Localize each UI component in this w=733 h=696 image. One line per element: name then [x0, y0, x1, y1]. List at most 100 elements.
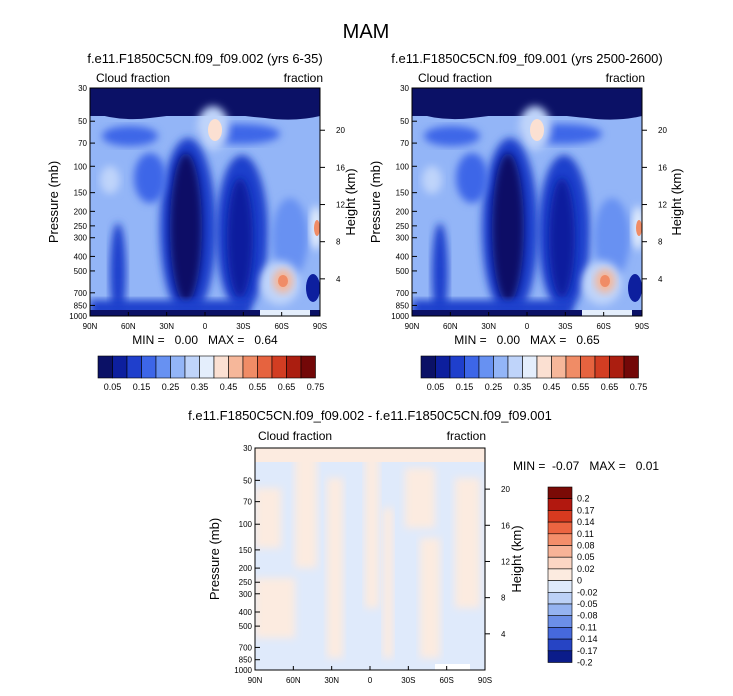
colorbar-swatch [547, 533, 573, 546]
panel-1-colorbar: 0.05 0.15 0.25 0.35 0.45 0.55 0.65 0.75 [97, 355, 325, 392]
height-tick-label: 4 [336, 275, 341, 284]
lat-tick-label: 60N [443, 322, 458, 331]
colorbar-swatch [141, 355, 157, 379]
colorbar-label: 0.05 [577, 552, 595, 562]
height-tick-label: 4 [658, 275, 663, 284]
colorbar-label: 0.11 [577, 529, 594, 539]
colorbar-label: 0.17 [577, 505, 595, 515]
lat-tick-label: 60S [275, 322, 289, 331]
colorbar-swatch [199, 355, 215, 379]
panel-2-left-label: Cloud fraction [418, 71, 492, 85]
pressure-tick-label: 300 [74, 234, 88, 243]
colorbar-label: 0.15 [456, 382, 474, 392]
panel-2-height-ticks: 20 16 12 8 4 [642, 126, 667, 284]
colorbar-swatch [420, 355, 436, 379]
colorbar-swatch [547, 568, 573, 581]
colorbar-swatch [623, 355, 639, 379]
panel-3-lat-ticks: 90N 60N 30N 0 30S 60S 90S [248, 666, 492, 685]
colorbar-swatch [565, 355, 581, 379]
colorbar-swatch [271, 355, 287, 379]
colorbar-label: 0.35 [514, 382, 532, 392]
panel-2-pressure-ticks: 30 50 70 100 150 200 250 300 400 500 700 850 1000 [391, 84, 417, 321]
colorbar-swatch [170, 355, 186, 379]
panel-1-field [90, 88, 322, 323]
pressure-tick-label: 250 [239, 578, 253, 587]
colorbar-label: 0.25 [485, 382, 503, 392]
panel-3: f.e11.F1850C5CN.f09_f09.002 - f.e11.F185… [188, 408, 659, 685]
colorbar-swatch [97, 355, 113, 379]
panel-2-right-label: fraction [606, 71, 645, 85]
pressure-tick-label: 400 [396, 252, 410, 261]
colorbar-label: -0.08 [577, 611, 598, 621]
pressure-tick-label: 50 [400, 117, 409, 126]
colorbar-label: -0.11 [577, 622, 597, 632]
pressure-tick-label: 500 [396, 267, 410, 276]
pressure-tick-label: 250 [74, 222, 88, 231]
height-tick-label: 8 [658, 238, 663, 247]
panel-3-ylabel: Pressure (mb) [207, 518, 222, 600]
panel-1-title: f.e11.F1850C5CN.f09_f09.002 (yrs 6-35) [87, 51, 322, 66]
lat-tick-label: 30S [236, 322, 250, 331]
panel-2-ylabel-right: Height (km) [669, 168, 684, 235]
pressure-tick-label: 700 [396, 289, 410, 298]
height-tick-label: 8 [501, 594, 506, 603]
colorbar-swatch [300, 355, 316, 379]
panel-3-field [255, 448, 485, 670]
panel-2-lat-ticks: 90N 60N 30N 0 30S 60S 90S [405, 312, 649, 331]
colorbar-swatch [547, 603, 573, 616]
pressure-tick-label: 200 [239, 564, 253, 573]
colorbar-swatch [213, 355, 229, 379]
pressure-tick-label: 70 [78, 139, 87, 148]
panel-3-left-label: Cloud fraction [258, 429, 332, 443]
colorbar-label: -0.2 [577, 658, 593, 668]
pressure-tick-label: 400 [74, 252, 88, 261]
colorbar-label: 0.55 [249, 382, 267, 392]
lat-tick-label: 30S [401, 676, 415, 685]
pressure-tick-label: 1000 [391, 312, 409, 321]
lat-tick-label: 90S [635, 322, 649, 331]
panel-1-pressure-ticks: 30 50 70 100 150 200 250 300 400 500 700 850 1000 [69, 84, 95, 321]
lat-tick-label: 90N [248, 676, 263, 685]
lat-tick-label: 60S [440, 676, 454, 685]
colorbar-label: 0.05 [427, 382, 445, 392]
colorbar-label: 0.45 [543, 382, 561, 392]
colorbar-label: -0.14 [577, 634, 598, 644]
height-tick-label: 16 [658, 163, 667, 172]
colorbar-label: 0.25 [162, 382, 180, 392]
colorbar-swatch [547, 615, 573, 628]
colorbar-label: 0.2 [577, 494, 590, 504]
colorbar-label: 0.75 [307, 382, 325, 392]
pressure-tick-label: 700 [239, 643, 253, 652]
lat-tick-label: 0 [368, 676, 373, 685]
colorbar-swatch [547, 638, 573, 652]
colorbar-swatch [112, 355, 128, 379]
colorbar-label: 0.08 [577, 541, 595, 551]
panel-2-field [412, 88, 644, 323]
pressure-tick-label: 300 [239, 590, 253, 599]
panel-3-right-label: fraction [447, 429, 486, 443]
colorbar-label: 0.05 [104, 382, 122, 392]
colorbar-swatch [547, 498, 573, 511]
pressure-tick-label: 50 [243, 476, 252, 485]
lat-tick-label: 30N [159, 322, 174, 331]
panel-2-ylabel: Pressure (mb) [368, 161, 383, 243]
pressure-tick-label: 150 [239, 546, 253, 555]
lat-tick-label: 90N [83, 322, 98, 331]
colorbar-swatch [449, 355, 465, 379]
colorbar-swatch [493, 355, 509, 379]
lat-tick-label: 30N [481, 322, 496, 331]
lat-tick-label: 60S [597, 322, 611, 331]
colorbar-swatch [594, 355, 610, 379]
pressure-tick-label: 700 [74, 289, 88, 298]
main-title: MAM [343, 21, 390, 43]
colorbar-swatch [286, 355, 302, 379]
colorbar-swatch [184, 355, 200, 379]
colorbar-label: 0.14 [577, 517, 595, 527]
colorbar-label: 0.65 [601, 382, 619, 392]
lat-tick-label: 0 [203, 322, 208, 331]
height-tick-label: 16 [336, 163, 345, 172]
lat-tick-label: 0 [525, 322, 530, 331]
colorbar-swatch [547, 545, 573, 558]
colorbar-label: 0.55 [572, 382, 590, 392]
